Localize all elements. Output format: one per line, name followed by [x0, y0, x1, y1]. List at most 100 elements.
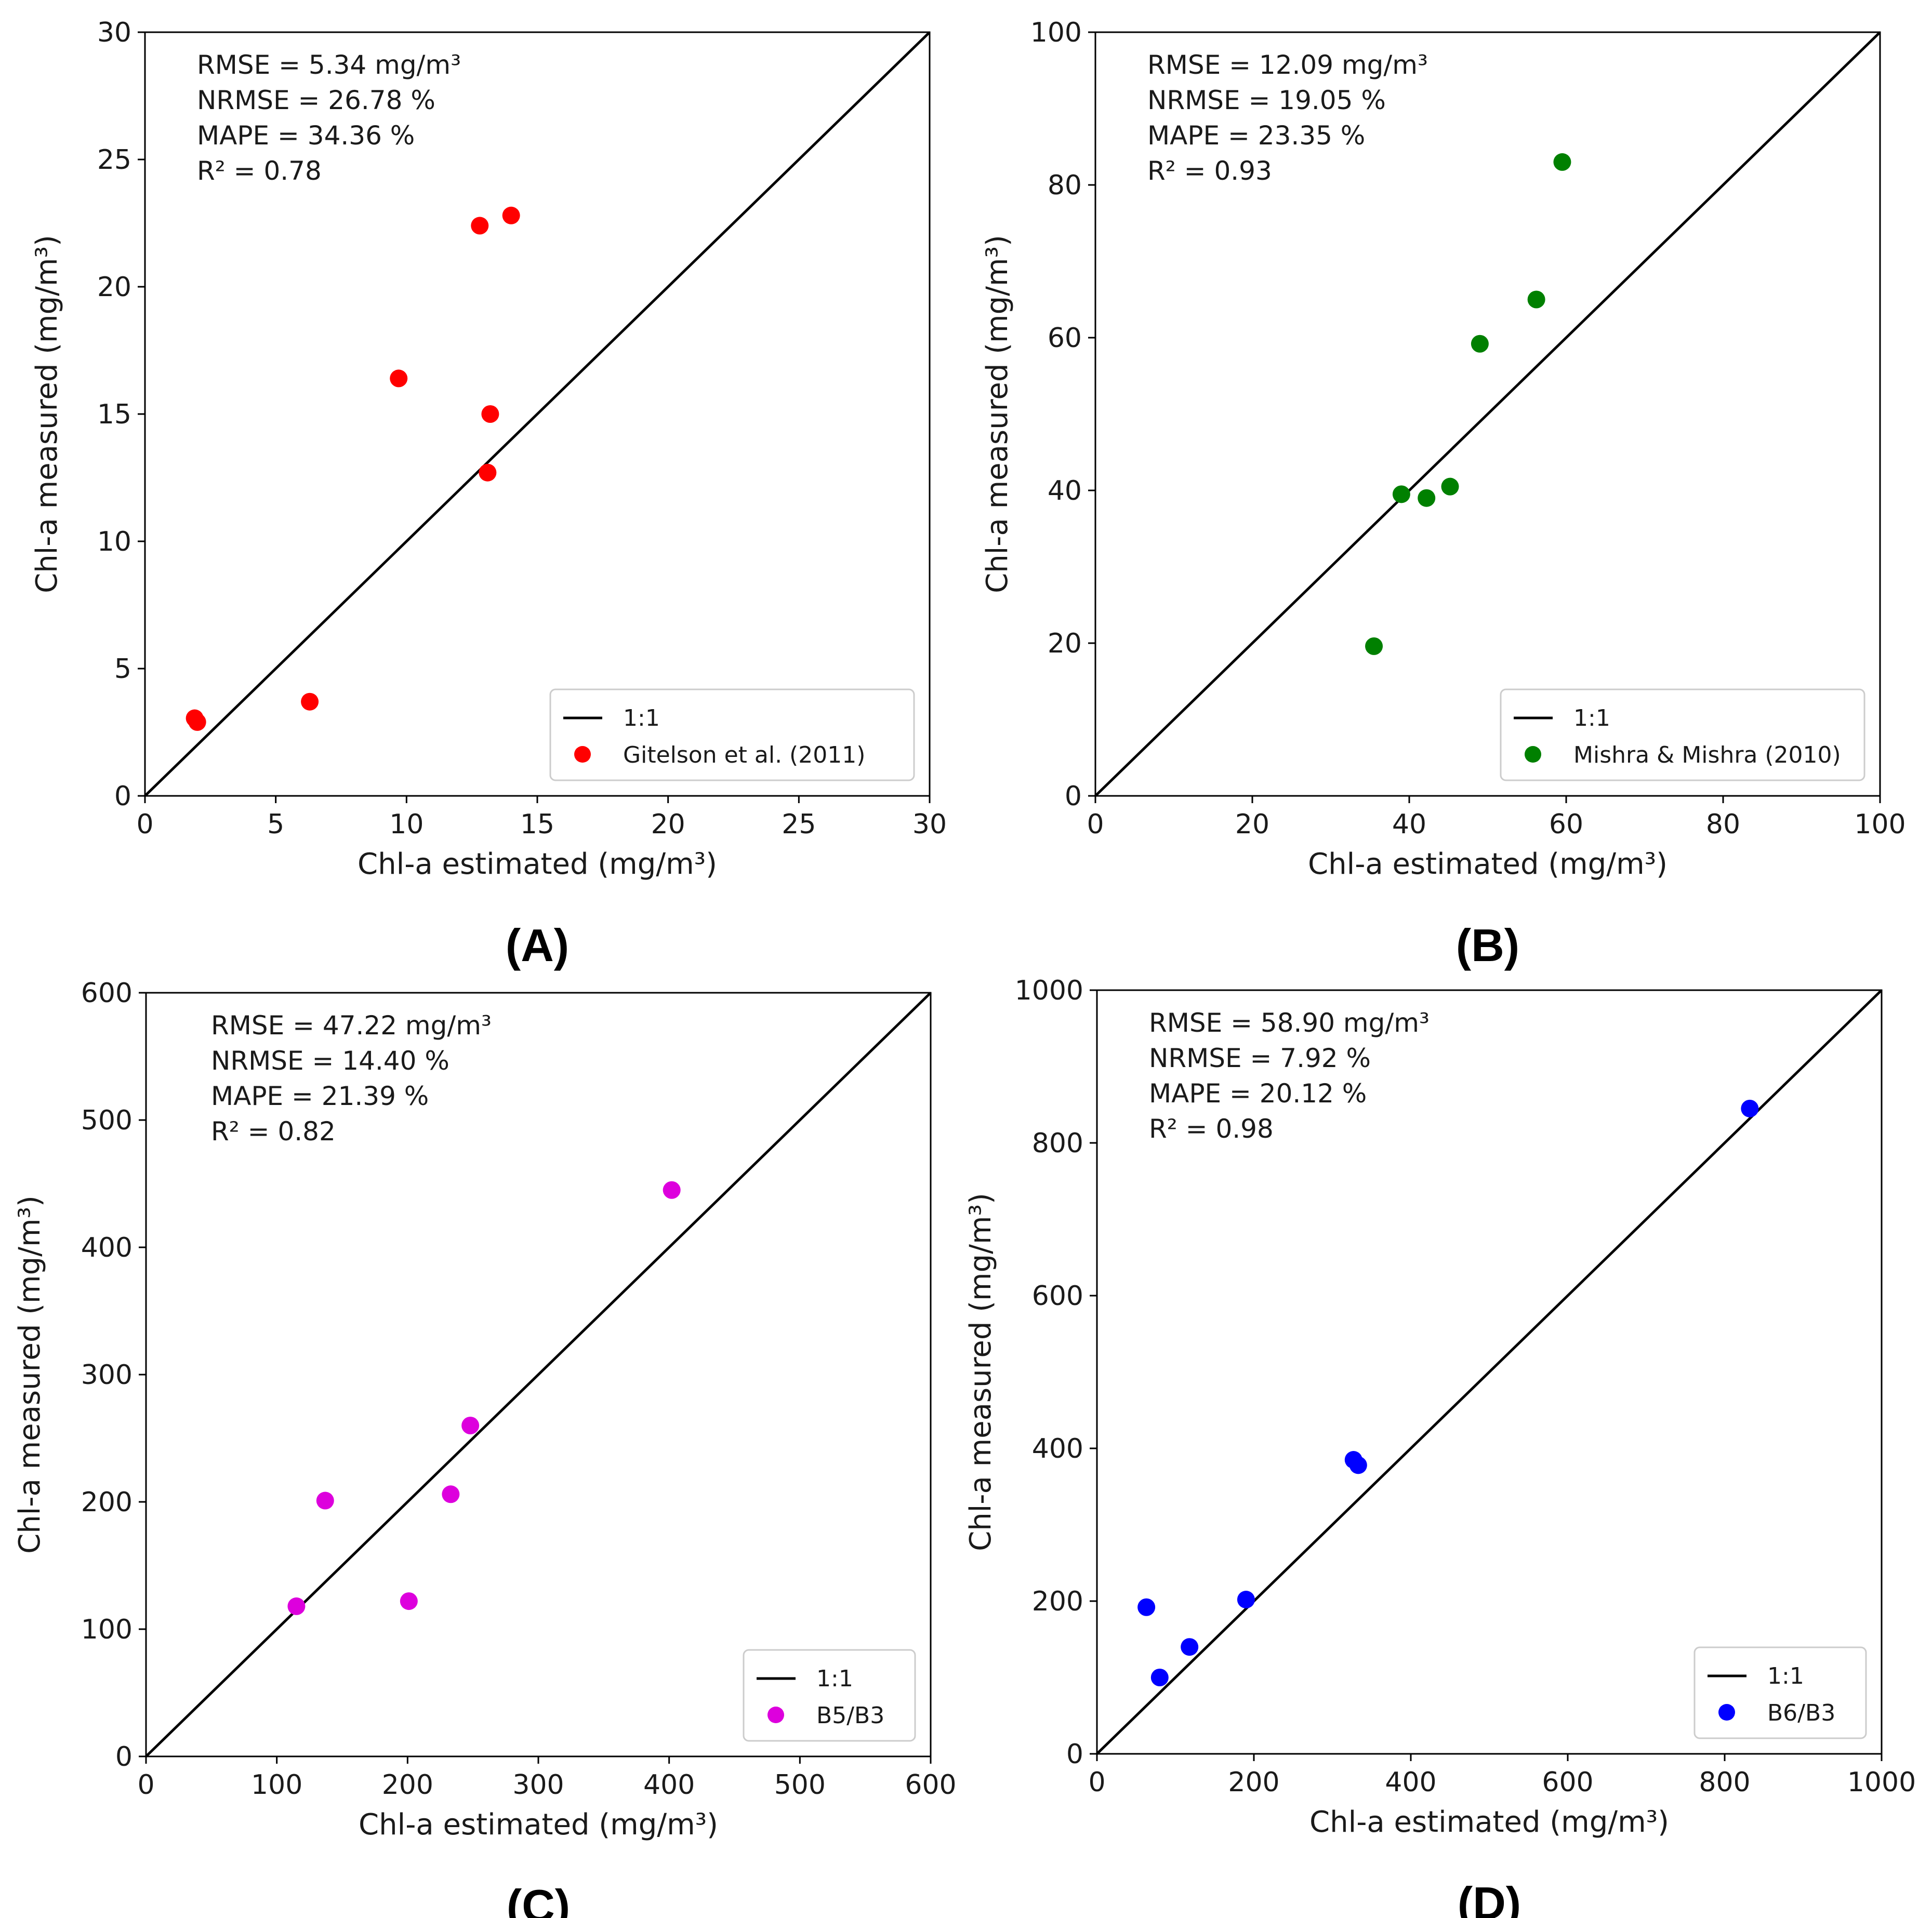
- legend-line-label: 1:1: [1767, 1663, 1804, 1689]
- stat-line: NRMSE = 26.78 %: [197, 85, 435, 115]
- stat-line: NRMSE = 7.92 %: [1149, 1043, 1371, 1073]
- legend-box: [1693, 1646, 1867, 1739]
- x-tick-label: 100: [1854, 809, 1905, 840]
- y-tick-label: 25: [97, 144, 131, 176]
- y-tick-label: 400: [81, 1232, 133, 1263]
- data-point: [1181, 1638, 1199, 1656]
- y-tick-label: 600: [81, 978, 133, 1009]
- y-tick-label: 300: [81, 1360, 133, 1391]
- x-tick-label: 400: [1385, 1767, 1436, 1798]
- stat-line: MAPE = 20.12 %: [1149, 1078, 1367, 1109]
- x-tick-label: 5: [267, 809, 284, 840]
- legend: 1:1 Mishra & Mishra (2010): [1500, 688, 1865, 781]
- stat-line: MAPE = 21.39 %: [211, 1081, 429, 1111]
- y-tick-label: 15: [97, 399, 131, 430]
- stat-line: NRMSE = 14.40 %: [211, 1046, 449, 1076]
- x-tick-label: 20: [1235, 809, 1269, 840]
- data-point: [287, 1597, 306, 1615]
- data-point: [1392, 485, 1410, 503]
- data-point: [188, 713, 206, 731]
- chart-panel-3: 0 100 200 300 400 500 600 0 100 200 300 400 500 600 Ch…: [13, 978, 957, 1918]
- data-point: [1471, 335, 1489, 353]
- x-tick-label: 15: [520, 809, 554, 840]
- y-tick-label: 10: [97, 526, 131, 557]
- y-tick-label: 400: [1032, 1433, 1083, 1464]
- y-tick-label: 200: [1032, 1586, 1083, 1617]
- data-point: [1349, 1456, 1367, 1474]
- plot-frame: [1094, 31, 1881, 797]
- one-to-one-line: [1094, 31, 1881, 797]
- legend-series-label: Mishra & Mishra (2010): [1573, 742, 1841, 768]
- x-tick-label: 0: [136, 809, 153, 840]
- panel-label: (B): [1456, 920, 1519, 971]
- legend: 1:1 Gitelson et al. (2011): [549, 688, 915, 781]
- panel-label: (A): [506, 920, 569, 971]
- legend-box: [1500, 688, 1865, 781]
- data-point: [479, 463, 497, 482]
- x-tick-label: 500: [774, 1769, 826, 1801]
- data-point: [390, 369, 408, 388]
- stat-line: RMSE = 47.22 mg/m³: [211, 1010, 492, 1041]
- stat-line: RMSE = 5.34 mg/m³: [197, 50, 461, 80]
- y-tick-label: 30: [97, 17, 131, 48]
- legend-box: [549, 688, 915, 781]
- x-axis-label: Chl-a estimated (mg/m³): [358, 847, 717, 881]
- x-axis-label: Chl-a estimated (mg/m³): [1309, 1805, 1669, 1839]
- y-tick-label: 1000: [1015, 975, 1083, 1006]
- chart-panel-1: 0 5 10 15 20 25 30 0 5 10 15 20 25 30 Chl-a estimated …: [30, 17, 947, 971]
- y-tick-label: 5: [114, 654, 131, 685]
- x-tick-label: 200: [382, 1769, 433, 1801]
- y-axis-label: Chl-a measured (mg/m³): [981, 235, 1014, 593]
- one-to-one-line: [145, 992, 932, 1757]
- data-point: [316, 1491, 334, 1510]
- y-tick-label: 600: [1032, 1281, 1083, 1312]
- panel-label: (C): [507, 1880, 570, 1918]
- data-point: [1150, 1669, 1169, 1686]
- stat-line: NRMSE = 19.05 %: [1147, 85, 1386, 115]
- panel-label: (D): [1458, 1877, 1521, 1918]
- x-tick-label: 25: [782, 809, 816, 840]
- chart-panel-4: 0 200 400 600 800 1000 0 200 400 600 800 1000 Chl-a …: [964, 975, 1916, 1918]
- y-tick-label: 20: [97, 272, 131, 303]
- y-tick-label: 100: [1030, 17, 1082, 48]
- y-tick-label: 200: [81, 1487, 133, 1518]
- x-tick-label: 600: [905, 1769, 956, 1801]
- x-axis-label: Chl-a estimated (mg/m³): [1308, 847, 1668, 881]
- data-point: [502, 206, 520, 224]
- data-point: [1137, 1598, 1156, 1616]
- y-tick-label: 60: [1048, 323, 1082, 354]
- x-tick-label: 600: [1542, 1767, 1593, 1798]
- legend-marker-swatch: [1718, 1704, 1735, 1721]
- data-point: [1418, 489, 1436, 507]
- data-point: [461, 1417, 480, 1434]
- x-tick-label: 20: [651, 809, 685, 840]
- x-tick-label: 0: [1087, 809, 1104, 840]
- y-tick-label: 500: [81, 1105, 133, 1136]
- data-point: [471, 217, 489, 235]
- data-point: [1741, 1099, 1759, 1117]
- y-tick-label: 0: [115, 1741, 133, 1773]
- legend-marker-swatch: [1525, 746, 1541, 763]
- legend-marker-swatch: [574, 746, 591, 763]
- stat-line: RMSE = 12.09 mg/m³: [1147, 50, 1428, 80]
- data-point: [442, 1485, 460, 1503]
- x-tick-label: 80: [1706, 809, 1740, 840]
- data-point: [301, 692, 319, 711]
- y-tick-label: 0: [1065, 781, 1082, 812]
- x-tick-label: 10: [389, 809, 424, 840]
- x-tick-label: 400: [643, 1769, 695, 1801]
- x-tick-label: 0: [137, 1769, 154, 1801]
- x-tick-label: 200: [1228, 1767, 1279, 1798]
- legend-line-label: 1:1: [623, 705, 660, 731]
- legend-line-label: 1:1: [816, 1666, 853, 1692]
- data-point: [400, 1592, 418, 1610]
- y-tick-label: 20: [1048, 628, 1082, 659]
- x-tick-label: 30: [912, 809, 947, 840]
- y-tick-label: 100: [81, 1614, 133, 1645]
- y-tick-label: 800: [1032, 1128, 1083, 1159]
- x-tick-label: 1000: [1847, 1767, 1916, 1798]
- legend: 1:1 B5/B3: [743, 1649, 916, 1742]
- stat-line: R² = 0.78: [197, 156, 322, 186]
- plot-frame: [1096, 989, 1883, 1755]
